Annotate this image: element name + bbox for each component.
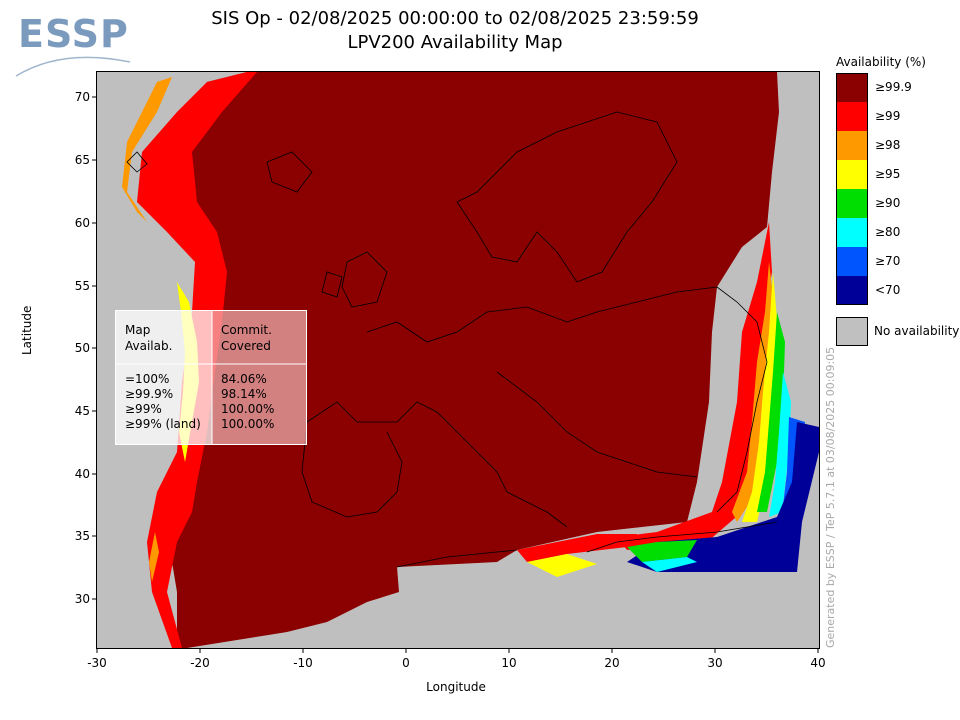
rim-east-orange [732, 262, 775, 522]
rim-east-green [757, 312, 785, 512]
stats-row-label: =100% [125, 372, 170, 386]
essp-logo: ESSP [12, 10, 132, 80]
availability-stats-box: Map Availab. Commit. Covered =100% ≥99.9… [115, 310, 307, 445]
map-subtitle: LPV200 Availability Map [347, 32, 563, 53]
rim-south-green [627, 540, 697, 562]
rim-south-red [517, 534, 637, 562]
legend-swatch [836, 131, 868, 160]
x-axis-label: Longitude [426, 680, 486, 694]
legend-label: ≥95 [875, 167, 901, 181]
legend-swatch [836, 218, 868, 247]
x-tick-minus10: -10 [293, 656, 313, 670]
y-tick-50: 50 [74, 341, 90, 355]
stats-row-value: 100.00% [221, 402, 275, 416]
rim-east-red [617, 222, 772, 550]
y-tick-35: 35 [74, 529, 90, 543]
legend-label: ≥80 [875, 225, 901, 239]
legend-label: ≥99 [875, 109, 901, 123]
legend-swatch [836, 73, 868, 102]
generated-by-credit: Generated by ESSP / TeP 5.7.1 at 03/08/2… [824, 346, 837, 648]
stats-row-value: 84.06% [221, 372, 267, 386]
stats-box-bg [115, 310, 307, 445]
legend-label: ≥90 [875, 196, 901, 210]
y-tick-65: 65 [74, 153, 90, 167]
legend-swatch [836, 102, 868, 131]
stats-header-availab: Availab. [125, 339, 173, 353]
y-axis-label: Latitude [20, 305, 34, 355]
legend-no-availability-swatch [836, 317, 868, 346]
y-tick-30: 30 [74, 592, 90, 606]
legend-label: ≥98 [875, 138, 901, 152]
stats-row-value: 98.14% [221, 387, 267, 401]
x-tick-minus30: -30 [87, 656, 107, 670]
coastlines [126, 111, 778, 568]
logo-text: ESSP [18, 12, 129, 56]
stats-row-value: 100.00% [221, 417, 275, 431]
x-tick-minus20: -20 [190, 656, 210, 670]
map-canvas [122, 72, 819, 648]
stats-row-label: ≥99% (land) [125, 417, 201, 431]
rim-east-navy [627, 422, 819, 572]
x-tick-40: 40 [810, 656, 826, 670]
legend-label: ≥99.9 [875, 80, 912, 94]
x-tick-20: 20 [604, 656, 620, 670]
x-tick-0: 0 [402, 656, 410, 670]
x-tick-10: 10 [501, 656, 517, 670]
y-tick-55: 55 [74, 279, 90, 293]
stats-row-label: ≥99.9% [125, 387, 174, 401]
stats-row-label: ≥99% [125, 402, 162, 416]
legend-title: Availability (%) [836, 55, 926, 69]
map-title: SIS Op - 02/08/2025 00:00:00 to 02/08/20… [211, 8, 699, 29]
x-tick-30: 30 [707, 656, 723, 670]
legend-no-availability-label: No availability [874, 324, 960, 338]
legend-label: ≥70 [875, 254, 901, 268]
coverage-area [152, 72, 779, 648]
y-tick-70: 70 [74, 90, 90, 104]
legend-label: <70 [875, 283, 901, 297]
y-tick-45: 45 [74, 404, 90, 418]
availability-map[interactable] [97, 72, 819, 648]
rim-south-yellow [527, 554, 597, 577]
rim-south-cyan [642, 557, 697, 572]
stats-header-covered: Covered [221, 339, 271, 353]
y-tick-60: 60 [74, 216, 90, 230]
stats-header-commit: Commit. [221, 323, 272, 337]
legend-swatch [836, 276, 868, 305]
rim-east-cyan [769, 372, 791, 517]
y-tick-40: 40 [74, 467, 90, 481]
legend-swatch [836, 160, 868, 189]
stats-header-map: Map [125, 323, 151, 337]
rim-west-orange-2 [149, 532, 159, 582]
logo-swoosh-icon [15, 56, 131, 77]
rim-west-yellow [122, 77, 172, 222]
legend-swatch [836, 247, 868, 276]
legend-swatch [836, 189, 868, 218]
